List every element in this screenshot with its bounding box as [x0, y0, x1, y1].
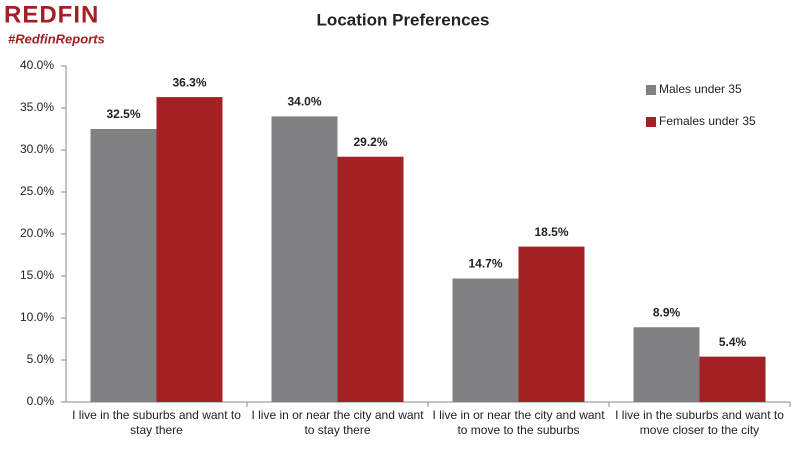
hashtag: #RedfinReports: [8, 31, 105, 46]
x-tick-label-box: I live in or near the city and want to s…: [251, 408, 424, 437]
value-label: 32.5%: [106, 107, 140, 121]
y-tick-label: 40.0%: [20, 58, 54, 72]
y-tick-label: 15.0%: [20, 268, 54, 282]
x-tick-label: I live in the suburbs and want to move c…: [615, 408, 784, 437]
y-tick-label: 20.0%: [20, 226, 54, 240]
bar: [452, 278, 519, 402]
bar: [633, 327, 700, 402]
legend-label: Females under 35: [659, 114, 756, 128]
value-label: 5.4%: [719, 335, 747, 349]
legend-swatch: [646, 117, 656, 127]
bar: [518, 246, 585, 402]
y-tick-label: 30.0%: [20, 142, 54, 156]
value-label: 36.3%: [172, 75, 206, 89]
bar: [337, 156, 404, 402]
logo: REDFIN: [4, 1, 99, 28]
legend-swatch: [646, 85, 656, 95]
y-tick-label: 25.0%: [20, 184, 54, 198]
y-tick-label: 0.0%: [27, 394, 55, 408]
x-tick-label-box: I live in or near the city and want to m…: [432, 408, 605, 437]
value-label: 8.9%: [653, 305, 681, 319]
y-tick-label: 35.0%: [20, 100, 54, 114]
x-tick-label: I live in or near the city and want to m…: [432, 408, 605, 437]
chart-title: Location Preferences: [317, 10, 490, 29]
value-label: 14.7%: [468, 257, 502, 271]
bar: [156, 97, 223, 402]
value-label: 34.0%: [287, 95, 321, 109]
bar: [90, 129, 157, 402]
x-tick-label: I live in the suburbs and want to stay t…: [72, 408, 241, 437]
y-tick-label: 10.0%: [20, 310, 54, 324]
x-tick-label-box: I live in the suburbs and want to stay t…: [72, 408, 241, 437]
legend-label: Males under 35: [659, 82, 742, 96]
x-tick-label: I live in or near the city and want to s…: [251, 408, 424, 437]
x-tick-label-box: I live in the suburbs and want to move c…: [615, 408, 784, 437]
bar: [271, 116, 338, 403]
value-label: 29.2%: [353, 135, 387, 149]
y-tick-label: 5.0%: [27, 352, 55, 366]
bar: [699, 356, 766, 402]
value-label: 18.5%: [534, 225, 568, 239]
